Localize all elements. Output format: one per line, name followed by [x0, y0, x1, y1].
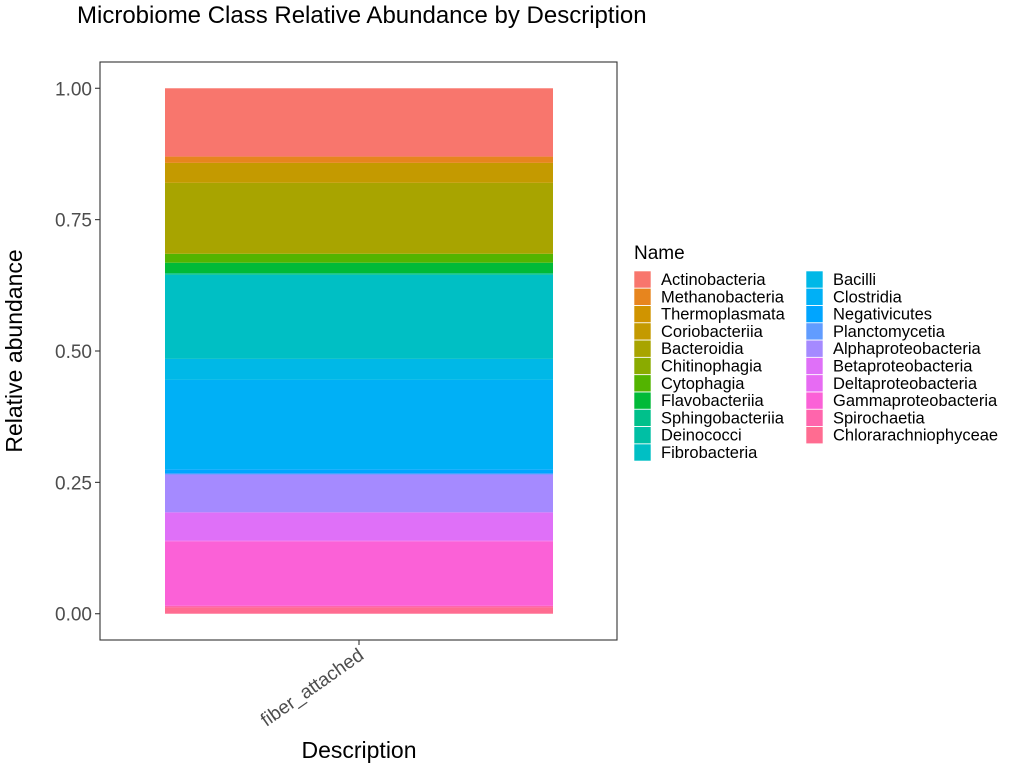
legend-key — [805, 426, 824, 445]
legend-key — [805, 322, 824, 341]
y-axis-title: Relative abundance — [1, 249, 27, 452]
bar-segment-coriobacteriia — [165, 162, 553, 183]
legend-key — [633, 270, 652, 289]
bar-segment-alphaproteobacteria — [165, 474, 553, 513]
bar-segment-betaproteobacteria — [165, 512, 553, 541]
legend-key — [633, 426, 652, 445]
bar-segment-negativicutes — [165, 469, 553, 474]
legend-key — [805, 391, 824, 410]
legend-label: Thermoplasmata — [661, 306, 786, 324]
legend-label: Chitinophagia — [661, 358, 763, 376]
bar-segment-bacilli — [165, 358, 553, 380]
legend-key — [805, 357, 824, 375]
bar-segment-spirochaetia — [165, 605, 553, 608]
legend: ActinobacteriaMethanobacteriaThermoplasm… — [633, 270, 998, 462]
legend-key — [805, 287, 824, 306]
bar-segment-methanobacteria — [165, 156, 553, 163]
legend-label: Cytophagia — [661, 375, 745, 393]
legend-key — [633, 357, 652, 375]
y-tick-label: 0.25 — [55, 473, 92, 494]
bar-stack — [165, 88, 553, 614]
legend-key — [633, 322, 652, 341]
legend-key — [633, 287, 652, 306]
legend-key — [805, 270, 824, 289]
y-tick-label: 0.00 — [55, 605, 92, 626]
legend-label: Fibrobacteria — [661, 444, 758, 462]
legend-label: Betaproteobacteria — [833, 358, 973, 376]
bar-segment-gammaproteobacteria — [165, 541, 553, 606]
legend-key — [805, 374, 824, 393]
legend-key — [633, 339, 652, 358]
bar-segment-chlorarachniophyceae — [165, 607, 553, 614]
bar-segment-clostridia — [165, 379, 553, 470]
x-axis: fiber_attached — [257, 640, 368, 731]
legend-label: Actinobacteria — [661, 271, 766, 289]
bar-segment-sphingobacteriia — [165, 273, 553, 275]
legend-label: Coriobacteriia — [661, 323, 764, 341]
chart-title: Microbiome Class Relative Abundance by D… — [77, 2, 647, 29]
legend-key — [805, 305, 824, 323]
legend-label: Bacteroidia — [661, 340, 744, 358]
bar-segment-flavobacteriia — [165, 262, 553, 274]
legend-label: Spirochaetia — [833, 409, 926, 427]
legend-key — [633, 391, 652, 410]
x-tick-label: fiber_attached — [257, 645, 368, 731]
legend-key — [633, 409, 652, 427]
y-tick-label: 1.00 — [55, 79, 92, 100]
y-tick-label: 0.50 — [55, 342, 92, 363]
legend-label: Gammaproteobacteria — [833, 392, 998, 410]
legend-label: Flavobacteriia — [661, 392, 765, 410]
legend-label: Deinococci — [661, 427, 742, 445]
legend-key — [805, 409, 824, 427]
legend-label: Planctomycetia — [833, 323, 946, 341]
bar-segment-bacteroidia — [165, 182, 553, 254]
x-axis-title: Description — [301, 737, 416, 763]
legend-title: Name — [634, 243, 685, 264]
legend-label: Methanobacteria — [661, 288, 785, 306]
y-axis: 0.00 0.25 0.50 0.75 1.00 — [55, 79, 100, 626]
bar-segment-cytophagia — [165, 253, 553, 263]
y-tick-label: 0.75 — [55, 211, 92, 232]
legend-label: Bacilli — [833, 271, 876, 289]
bar-segment-fibrobacteria — [165, 274, 553, 359]
bar-segment-deltaproteobacteria — [165, 540, 553, 542]
bar-segment-actinobacteria — [165, 88, 553, 157]
legend-label: Chlorarachniophyceae — [833, 427, 998, 445]
legend-label: Sphingobacteriia — [661, 409, 785, 427]
legend-label: Alphaproteobacteria — [833, 340, 982, 358]
legend-key — [805, 339, 824, 358]
legend-label: Negativicutes — [833, 306, 932, 324]
bar-segment-planctomycetia — [165, 473, 553, 475]
legend-key — [633, 374, 652, 393]
legend-key — [633, 443, 652, 462]
legend-label: Clostridia — [833, 288, 903, 306]
legend-label: Deltaproteobacteria — [833, 375, 978, 393]
legend-key — [633, 305, 652, 323]
